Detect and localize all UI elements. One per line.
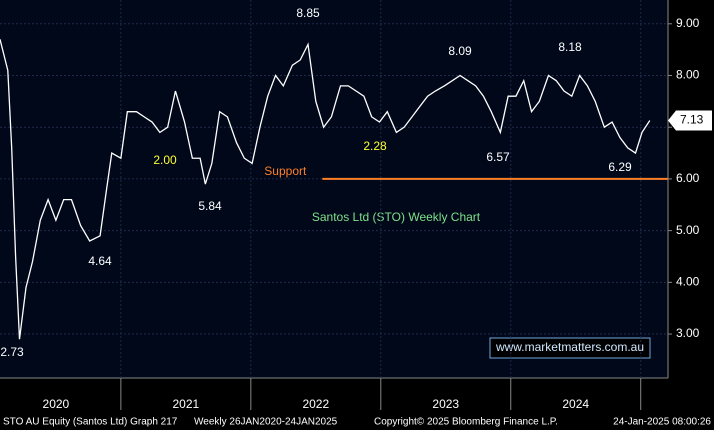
annotation: 8.18 — [558, 40, 582, 54]
annotation: 6.57 — [486, 150, 510, 164]
x-tick-label: 2022 — [302, 397, 329, 411]
annotation: 4.64 — [88, 254, 112, 268]
plot-area — [0, 0, 668, 378]
footer: 24-Jan-2025 08:00:26 — [613, 417, 711, 428]
y-tick-label: 8.00 — [676, 68, 700, 82]
website: www.marketmatters.com.au — [495, 340, 644, 354]
annotation: 5.84 — [198, 199, 222, 213]
last-price-label: 7.13 — [680, 113, 704, 127]
x-tick-label: 2023 — [432, 397, 459, 411]
y-tick-label: 5.00 — [676, 223, 700, 237]
last-price-box — [668, 110, 712, 131]
website-box — [489, 337, 651, 359]
annotation: 6.29 — [608, 160, 632, 174]
x-tick-label: 2021 — [172, 397, 199, 411]
y-tick-label: 9.00 — [676, 16, 700, 30]
chart-title: Santos Ltd (STO) Weekly Chart — [312, 210, 481, 224]
annotation: 2.73 — [0, 345, 24, 359]
annotation: 2.28 — [363, 139, 387, 153]
x-tick-label: 2020 — [43, 397, 70, 411]
annotation: 8.09 — [448, 44, 472, 58]
annotation: 2.00 — [153, 153, 177, 167]
footer: Weekly 26JAN2020-24JAN2025 — [194, 417, 338, 428]
y-tick-label: 4.00 — [676, 275, 700, 289]
y-tick-label: 6.00 — [676, 171, 700, 185]
x-tick-label: 2024 — [562, 397, 589, 411]
footer: STO AU Equity (Santos Ltd) Graph 217 — [3, 417, 178, 428]
support-label: Support — [264, 164, 307, 178]
price-line — [0, 39, 651, 340]
footer: Copyright© 2025 Bloomberg Finance L.P. — [374, 417, 558, 428]
annotation: 8.85 — [296, 6, 320, 20]
y-tick-label: 3.00 — [676, 326, 700, 340]
